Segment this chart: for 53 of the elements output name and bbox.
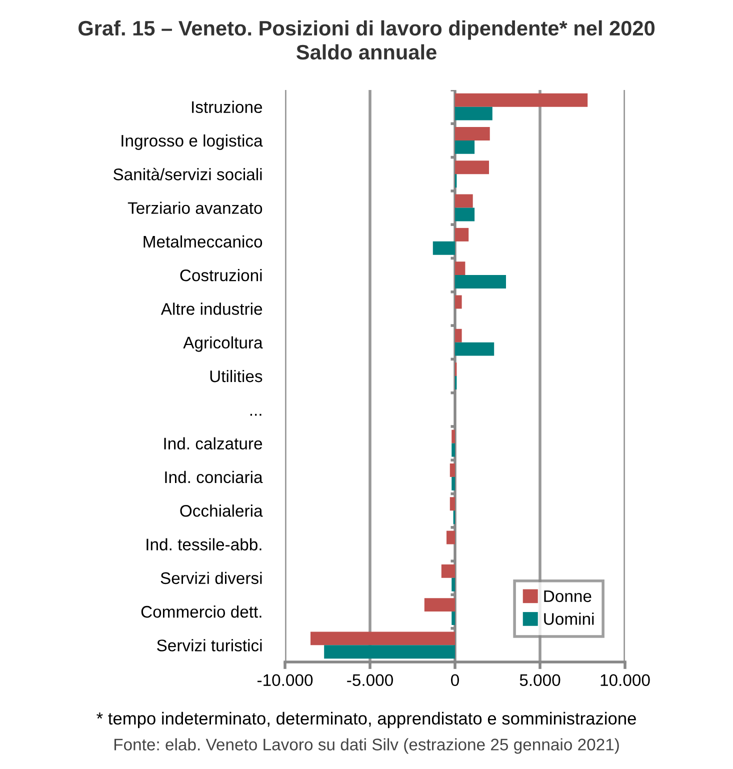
bar [455, 342, 494, 356]
y-tick-label: Costruzioni [180, 269, 262, 282]
y-tick-label: Servizi turistici [157, 639, 262, 652]
bar [310, 632, 455, 646]
x-tick-label: 10.000 [600, 674, 650, 686]
bar [455, 275, 506, 289]
x-tick-label: -10.000 [257, 674, 313, 686]
x-tick-label: 5.000 [520, 674, 560, 686]
chart-title: Graf. 15 – Veneto. Posizioni di lavoro dipendente* nel 2020 Saldo annuale [78, 20, 655, 60]
legend-label: Donne [544, 590, 592, 602]
y-tick-label: Utilities [210, 370, 262, 382]
y-tick-label: Ind. tessile-abb. [146, 538, 262, 550]
bar [455, 295, 462, 309]
bar [452, 443, 455, 457]
y-tick-label: Altre industrie [160, 302, 262, 315]
text: * tempo indeterminato, determinato, apprendistato e somministrazione [96, 712, 636, 728]
y-tick-label: Ind. calzature [164, 437, 262, 450]
bar [455, 262, 466, 276]
bar [455, 328, 462, 342]
y-tick-label: Agricoltura [183, 336, 263, 352]
y-tick-label: Commercio dett. [141, 605, 262, 618]
y-tick-label: ... [250, 414, 262, 416]
y-tick-label: Ingrosso e logistica [122, 134, 263, 150]
x-tick-label: -5.000 [347, 674, 393, 686]
bar [455, 106, 492, 120]
bar [450, 463, 455, 477]
bar [441, 564, 455, 578]
bar [452, 578, 455, 592]
bar [324, 645, 455, 659]
bar [455, 228, 469, 242]
y-tick-label: Ind. conciaria [165, 470, 263, 484]
bar [446, 530, 455, 544]
x-tick-label: 0 [451, 674, 459, 686]
bar [424, 598, 455, 612]
legend-label: Uomini [544, 612, 594, 625]
bar [455, 140, 475, 154]
bar [455, 160, 489, 174]
bar [452, 612, 455, 625]
bar [450, 497, 455, 511]
bar [452, 476, 455, 490]
bar [432, 241, 455, 255]
y-tick-label: Sanità/servizi sociali [113, 168, 262, 180]
bar [455, 127, 490, 140]
y-tick-label: Occhialeria [180, 504, 263, 517]
y-tick-label: Metalmeccanico [144, 235, 262, 248]
source-note: Fonte: elab. Veneto Lavoro su dati Silv (estrazione 25 gennaio 2021) [114, 738, 619, 754]
bar [455, 208, 475, 222]
y-tick-label: Istruzione [192, 100, 262, 114]
bar [452, 430, 455, 444]
y-tick-label: Terziario avanzato [128, 202, 262, 214]
y-tick-label: Servizi diversi [160, 572, 262, 584]
bar [455, 194, 473, 208]
bar [455, 93, 588, 107]
